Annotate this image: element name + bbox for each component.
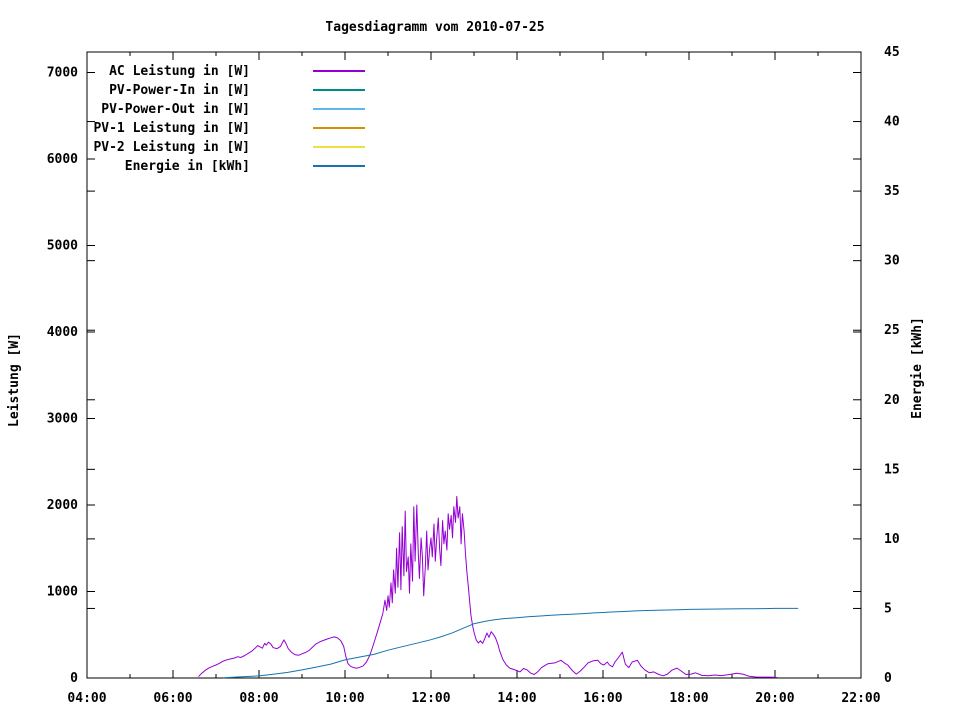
y-axis-label-left: Leistung [W] [7,333,22,427]
legend-label: AC Leistung in [W] [109,64,250,79]
legend-label: PV-2 Leistung in [W] [93,140,250,155]
x-tick-label: 18:00 [669,691,708,706]
x-tick-label: 04:00 [67,691,106,706]
y-right-tick-label: 30 [884,254,900,269]
x-tick-label: 16:00 [583,691,622,706]
y-right-tick-label: 20 [884,393,900,408]
x-tick-label: 22:00 [841,691,880,706]
y-right-tick-label: 5 [884,601,892,616]
legend-label: Energie in [kWh] [125,159,250,174]
y-right-tick-label: 45 [884,45,900,60]
y-left-tick-label: 3000 [47,412,78,427]
x-tick-label: 14:00 [497,691,536,706]
legend-label: PV-1 Leistung in [W] [93,121,250,136]
chart-title: Tagesdiagramm vom 2010-07-25 [325,20,544,35]
series-ac-leistung-in-w- [198,495,778,679]
x-tick-label: 10:00 [325,691,364,706]
y-left-tick-label: 4000 [47,325,78,340]
y-right-tick-label: 25 [884,323,900,338]
y-left-tick-label: 1000 [47,585,78,600]
x-tick-label: 06:00 [153,691,192,706]
x-tick-label: 12:00 [411,691,450,706]
y-right-tick-label: 0 [884,671,892,686]
y-left-tick-label: 2000 [47,498,78,513]
y-axis-label-right: Energie [kWh] [910,317,925,419]
y-left-tick-label: 7000 [47,66,78,81]
legend-label: PV-Power-In in [W] [109,83,250,98]
y-left-tick-label: 0 [70,671,78,686]
y-right-tick-label: 35 [884,184,900,199]
y-right-tick-label: 15 [884,462,900,477]
y-left-tick-label: 6000 [47,152,78,167]
y-right-tick-label: 10 [884,532,900,547]
legend: AC Leistung in [W] PV-Power-In in [W] PV-P… [93,64,365,174]
legend-label: PV-Power-Out in [W] [101,102,250,117]
y-left-tick-label: 5000 [47,239,78,254]
x-tick-label: 08:00 [239,691,278,706]
y-right-tick-label: 40 [884,115,900,130]
series-energie-in-kwh- [222,607,799,679]
series-layer [198,495,799,679]
x-tick-label: 20:00 [755,691,794,706]
axes: 04:00 06:00 08:00 10:00 12:00 14:00 16:00 18:00… [47,45,900,706]
